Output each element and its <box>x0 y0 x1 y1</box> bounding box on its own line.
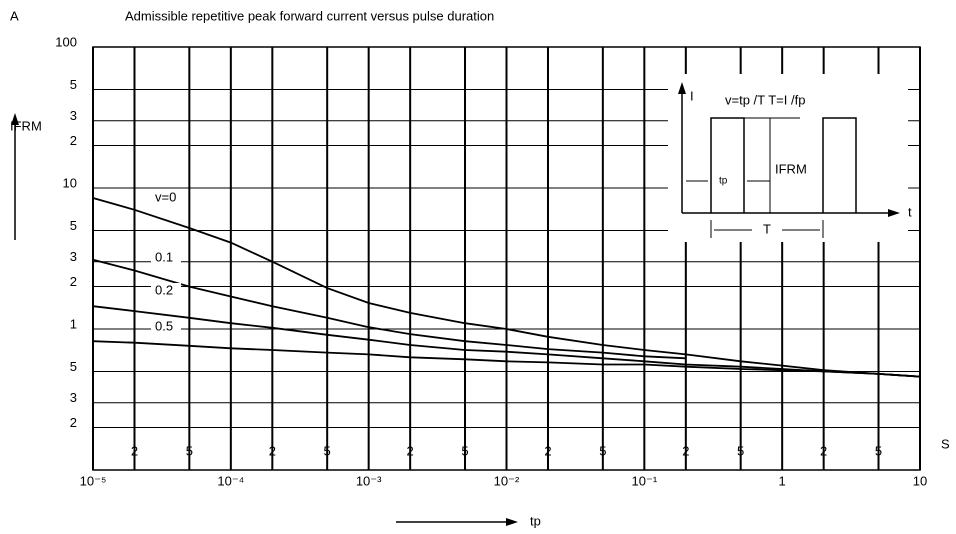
y-tick-label: 5 <box>70 77 77 92</box>
y-tick-label: 1 <box>70 316 77 331</box>
curve-label: v=0 <box>155 189 176 204</box>
inset-background <box>668 74 908 242</box>
plot-frame <box>92 46 921 471</box>
curve-label: 0.1 <box>155 249 173 264</box>
x-tick-label: 5 <box>737 443 744 458</box>
y-tick-label: 2 <box>70 415 77 430</box>
y-tick-label: 3 <box>70 390 77 405</box>
x-tick-label: 2 <box>820 443 827 458</box>
curve <box>92 340 921 378</box>
x-unit: S <box>941 436 950 451</box>
inset-ifrm-label: IFRM <box>775 161 807 176</box>
inset-arrow <box>678 82 686 94</box>
x-tick-label: 10 <box>913 473 927 488</box>
curve-label-bg <box>151 190 181 206</box>
y-tick-label: 5 <box>70 218 77 233</box>
curve <box>92 197 921 378</box>
curve-label-bg <box>151 283 181 299</box>
y-tick-label: 100 <box>55 34 77 49</box>
inset-t-label: t <box>908 204 912 219</box>
x-tick-label: 2 <box>131 443 138 458</box>
x-tick-label: 5 <box>324 443 331 458</box>
curve-label-bg <box>151 319 181 335</box>
x-tick-label: 2 <box>544 443 551 458</box>
curve-label: 0.5 <box>155 318 173 333</box>
inset-formula: v=tp /T T=I /fp <box>725 92 805 107</box>
inset-i-label: I <box>690 88 694 103</box>
x-axis-label: tp <box>530 513 541 528</box>
x-tick-label: 5 <box>875 443 882 458</box>
inset-tp-label: tp <box>719 176 728 187</box>
y-tick-label: 3 <box>70 249 77 264</box>
x-arrow-head <box>506 518 518 526</box>
y-tick-label: 3 <box>70 108 77 123</box>
x-tick-label: 2 <box>407 443 414 458</box>
curve-label-bg <box>151 250 181 266</box>
chart-title: Admissible repetitive peak forward curre… <box>125 8 494 23</box>
x-tick-label: 10⁻³ <box>356 473 382 488</box>
x-tick-label: 2 <box>269 443 276 458</box>
pulse <box>822 117 857 213</box>
y-tick-label: 2 <box>70 274 77 289</box>
y-tick-label: 5 <box>70 359 77 374</box>
curve <box>92 305 921 378</box>
x-tick-label: 1 <box>779 473 786 488</box>
curve-label: 0.2 <box>155 282 173 297</box>
y-unit: A <box>10 8 19 23</box>
inset-period-label: T <box>763 221 771 236</box>
curve <box>92 258 686 360</box>
inset-arrow <box>888 209 900 217</box>
y-tick-label: 10 <box>63 175 77 190</box>
inset: I t v=tp /T T=I /fp tp IFRM T <box>668 74 912 242</box>
x-tick-label: 10⁻⁴ <box>217 473 244 488</box>
x-tick-label: 10⁻¹ <box>632 473 658 488</box>
x-tick-label: 10⁻⁵ <box>80 473 107 488</box>
pulse <box>710 117 745 213</box>
x-tick-label: 5 <box>186 443 193 458</box>
y-tick-label: 2 <box>70 133 77 148</box>
y-arrow-head <box>11 113 19 125</box>
x-tick-label: 5 <box>599 443 606 458</box>
x-tick-label: 5 <box>461 443 468 458</box>
x-tick-label: 10⁻² <box>494 473 520 488</box>
x-tick-label: 2 <box>682 443 689 458</box>
